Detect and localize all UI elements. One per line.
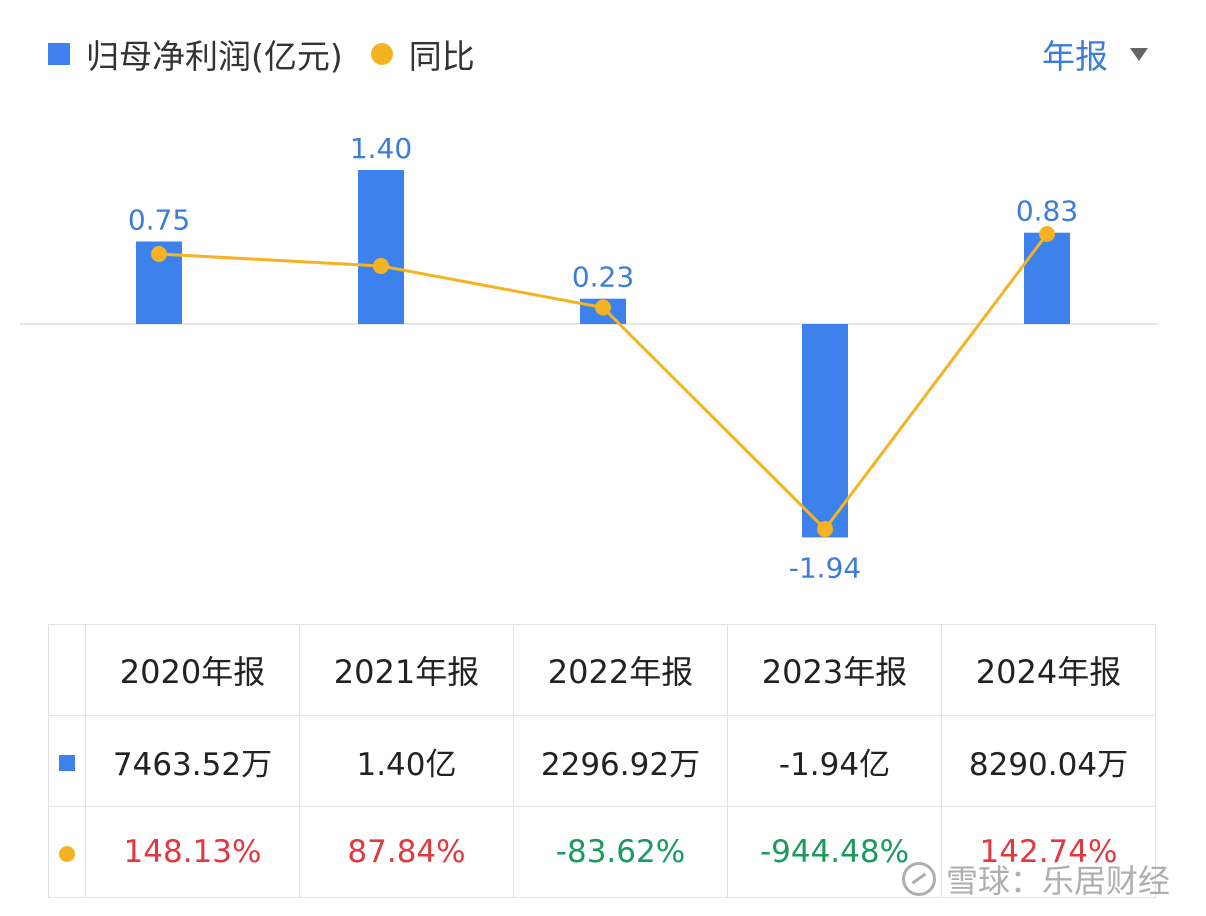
profit-chart: 0.75 1.40 0.23 -1.94 0.83: [20, 132, 1158, 584]
bar: [802, 324, 848, 538]
period-selector-label: 年报: [1042, 37, 1108, 76]
table-cell: -1.94亿: [727, 715, 942, 807]
yoy-row-marker: [48, 806, 86, 898]
table-corner-cell: [48, 624, 86, 716]
bar-value-label: -1.94: [789, 551, 861, 584]
legend-line-marker: [370, 43, 393, 65]
table-header-cell: 2021年报: [299, 624, 514, 716]
bar-value-label: 0.23: [572, 261, 634, 294]
yoy-point: [151, 246, 167, 262]
table-cell: 8290.04万: [941, 715, 1156, 807]
watermark-text: 雪球：乐居财经: [945, 862, 1170, 900]
bar-value-label: 0.83: [1016, 195, 1078, 228]
yoy-point: [817, 521, 833, 538]
profit-row-marker: [48, 715, 86, 807]
snowball-logo-icon: [901, 862, 936, 896]
table-cell: 7463.52万: [85, 715, 300, 807]
yoy-point: [373, 258, 389, 274]
bar: [1024, 232, 1070, 324]
bar: [358, 170, 404, 324]
table-header-cell: 2022年报: [513, 624, 728, 716]
legend-line-label: 同比: [408, 37, 475, 76]
legend-bar-marker: [48, 43, 70, 65]
table-header-cell: 2024年报: [941, 624, 1156, 716]
table-cell: 1.40亿: [299, 715, 514, 807]
table-cell: 2296.92万: [513, 715, 728, 807]
table-cell: -83.62%: [513, 806, 728, 898]
table-header-cell: 2020年报: [85, 624, 300, 716]
table-cell: 87.84%: [299, 806, 514, 898]
legend-bar-label: 归母净利润(亿元): [86, 37, 343, 76]
table-row-profit: 7463.52万 1.40亿 2296.92万 -1.94亿 8290.04万: [48, 715, 1156, 807]
table-header-cell: 2023年报: [727, 624, 942, 716]
table-cell: 142.74%: [941, 806, 1156, 898]
chevron-down-icon: [1130, 47, 1148, 61]
table-header-row: 2020年报 2021年报 2022年报 2023年报 2024年报: [48, 624, 1156, 716]
yoy-point: [595, 299, 611, 316]
table-row-yoy: 148.13% 87.84% -83.62% -944.48% 142.74%: [48, 806, 1156, 898]
bar-value-label: 1.40: [350, 132, 412, 165]
period-selector[interactable]: 年报: [1042, 32, 1148, 76]
bar-square-icon: [59, 755, 75, 771]
yoy-point: [1039, 226, 1055, 242]
data-table: 2020年报 2021年报 2022年报 2023年报 2024年报 7463.…: [48, 624, 1156, 898]
line-dot-icon: [59, 846, 75, 862]
watermark: 雪球：乐居财经: [901, 856, 1170, 902]
bar-value-label: 0.75: [128, 204, 190, 237]
table-cell: 148.13%: [85, 806, 300, 898]
chart-legend: 归母净利润(亿元) 同比: [48, 32, 475, 76]
